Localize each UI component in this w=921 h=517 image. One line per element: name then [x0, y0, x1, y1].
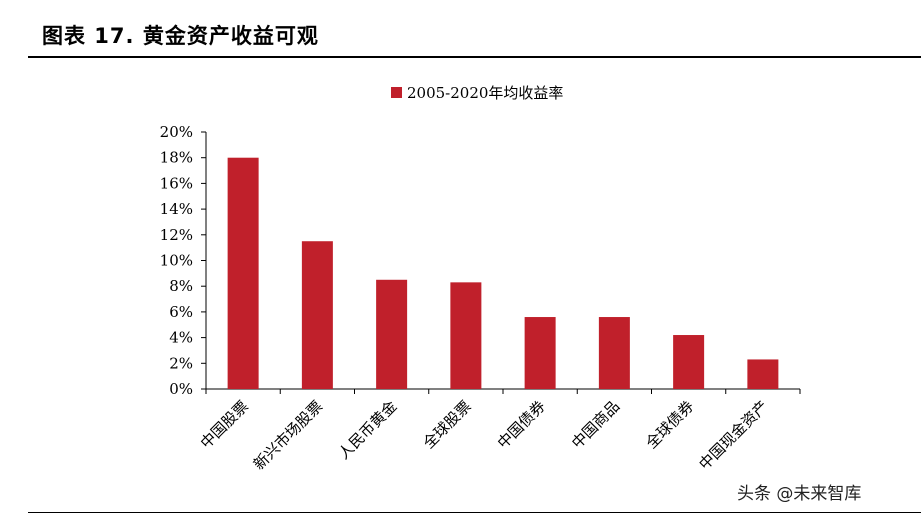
bar: [598, 317, 630, 389]
y-tick-label: 20%: [160, 123, 193, 141]
x-category-label: 全球股票: [420, 397, 475, 452]
y-tick-label: 6%: [169, 303, 193, 321]
legend-swatch: [391, 87, 402, 98]
watermark: 头条 @未来智库: [737, 484, 862, 504]
y-tick-label: 16%: [160, 174, 193, 192]
chart-axes: [201, 131, 801, 394]
x-category-label: 中国股票: [197, 397, 252, 452]
y-tick-label: 12%: [160, 226, 193, 244]
x-category-label: 全球债券: [642, 397, 697, 452]
y-tick-label: 2%: [169, 354, 193, 372]
y-tick-label: 0%: [169, 380, 193, 398]
x-category-label: 中国商品: [568, 397, 623, 452]
bar: [450, 282, 482, 389]
x-category-label: 新兴市场股票: [250, 397, 326, 473]
x-category-label: 中国债券: [494, 397, 549, 452]
chart-bars: [227, 157, 779, 389]
y-axis-tick-labels: 0% 2% 4% 6% 8% 10% 12% 14% 16% 18% 20%: [160, 123, 193, 398]
y-tick-label: 4%: [169, 329, 193, 347]
legend-label: 2005-2020年均收益率: [407, 84, 563, 102]
x-category-label: 中国现金资产: [695, 397, 771, 473]
y-tick-label: 8%: [169, 277, 193, 295]
y-tick-label: 14%: [160, 200, 193, 218]
x-category-label: 人民币黄金: [335, 397, 401, 463]
bar: [227, 157, 259, 389]
bar: [673, 335, 705, 389]
y-tick-label: 10%: [160, 252, 193, 270]
bar: [747, 359, 779, 389]
page-title: 图表 17. 黄金资产收益可观: [42, 24, 319, 48]
y-tick-label: 18%: [160, 149, 193, 167]
title-divider: [28, 56, 921, 58]
chart-legend: 2005-2020年均收益率: [391, 84, 563, 102]
bar: [301, 241, 333, 389]
bottom-divider: [28, 512, 921, 513]
bar: [524, 317, 556, 389]
bar: [376, 279, 408, 389]
